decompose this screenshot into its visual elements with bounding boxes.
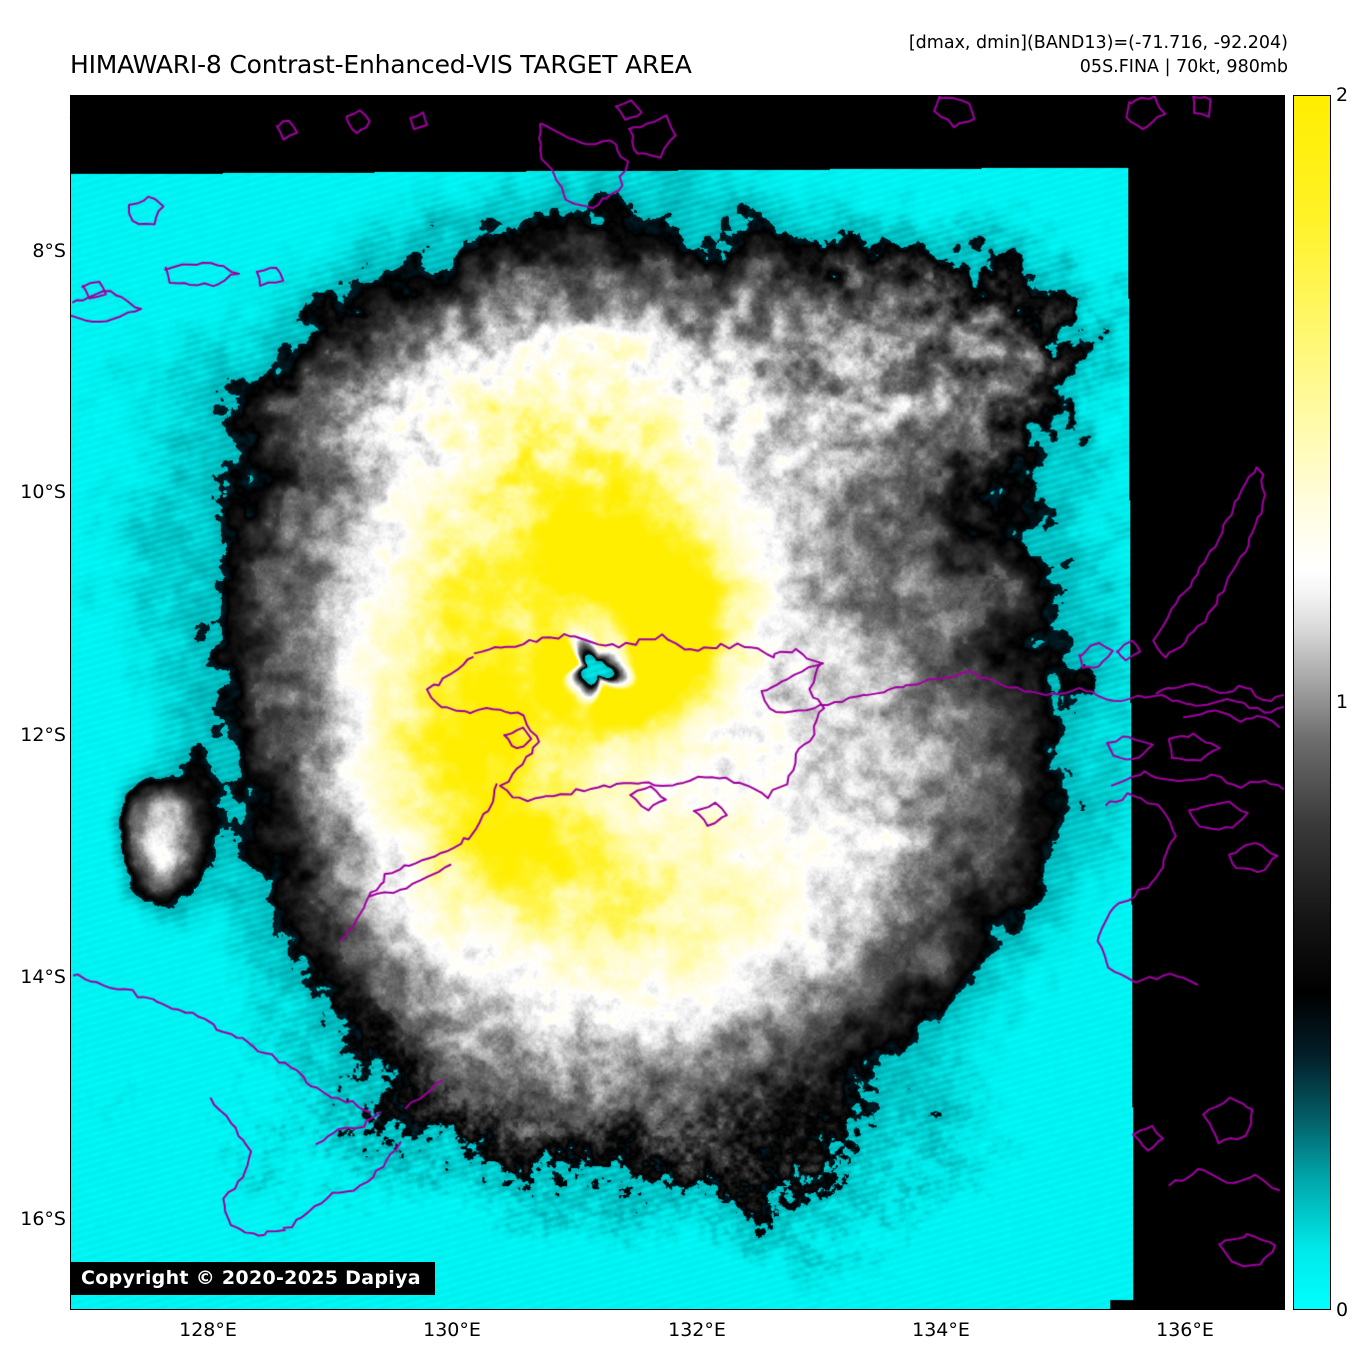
header-metadata: [dmax, dmin](BAND13)=(-71.716, -92.204) … <box>768 31 1288 79</box>
storm-info-label: 05S.FINA | 70kt, 980mb <box>1079 57 1288 77</box>
longitude-tick-label: 136°E <box>1156 1319 1214 1341</box>
copyright-banner: Copyright © 2020-2025 Dapiya <box>71 1262 435 1295</box>
colorbar-tick-label: 1 <box>1336 691 1349 713</box>
longitude-tick-label: 134°E <box>912 1319 970 1341</box>
latitude-tick-label: 8°S <box>32 240 66 262</box>
satellite-imagery-canvas <box>71 96 1284 1309</box>
latitude-tick-label: 16°S <box>20 1208 66 1230</box>
latitude-tick-label: 10°S <box>20 481 66 503</box>
longitude-tick-label: 128°E <box>179 1319 237 1341</box>
longitude-tick-label: 130°E <box>423 1319 481 1341</box>
longitude-tick-label: 132°E <box>668 1319 726 1341</box>
latitude-tick-label: 12°S <box>20 724 66 746</box>
colorbar <box>1293 95 1331 1310</box>
page-title-line1: HIMAWARI-8 Contrast-Enhanced-VIS TARGET … <box>70 50 692 79</box>
colorbar-tick-label: 2 <box>1336 84 1349 106</box>
latitude-tick-label: 14°S <box>20 966 66 988</box>
dmax-dmin-label: [dmax, dmin](BAND13)=(-71.716, -92.204) <box>908 33 1288 53</box>
colorbar-tick-label: 0 <box>1336 1299 1349 1321</box>
satellite-image-plot: Copyright © 2020-2025 Dapiya <box>70 95 1285 1310</box>
